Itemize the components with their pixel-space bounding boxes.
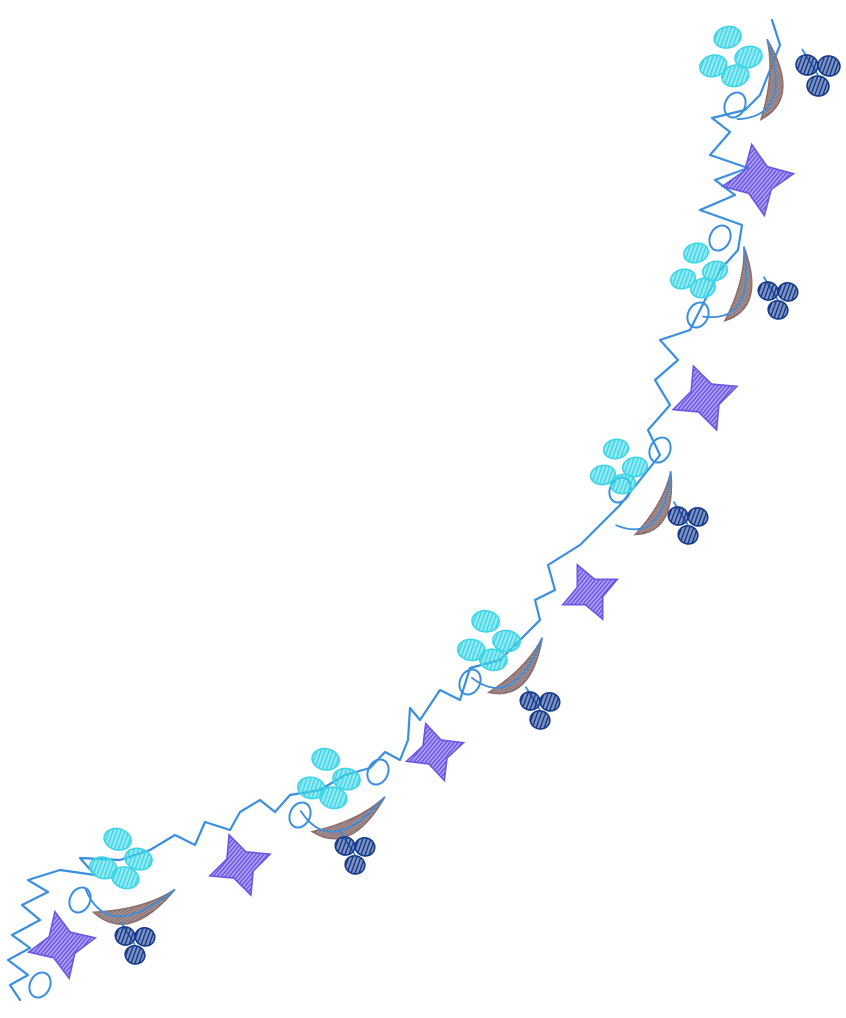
berry-shape [766,298,790,322]
berry-shape [528,708,552,732]
vine-curl [648,436,672,464]
berry-shape [123,943,147,967]
petal-shape [471,609,501,634]
vine-curl [28,971,52,999]
petal-shape [296,775,327,801]
vine-curl [288,801,312,829]
berry-shape [113,924,137,948]
berry-shape [333,834,357,858]
star-icon [404,721,466,783]
star-icon [671,364,739,432]
berry-shape [676,523,700,547]
leaf-swirl-icon [702,246,766,326]
petal-shape [101,825,134,854]
berry-shape [804,73,832,99]
petal-shape [681,240,711,266]
vine-curl [458,668,482,696]
vine-curl [366,758,390,786]
vine-curl [708,224,732,252]
vine-curl [723,91,747,119]
petal-shape [310,746,341,773]
leaf-swirl-icon [299,796,394,847]
leaf-swirl-icon [470,637,558,705]
star-icon [561,563,619,621]
berry-shape [343,853,367,877]
star-icon [720,142,796,218]
vine-curl [686,301,710,329]
motif-layer [26,23,843,981]
